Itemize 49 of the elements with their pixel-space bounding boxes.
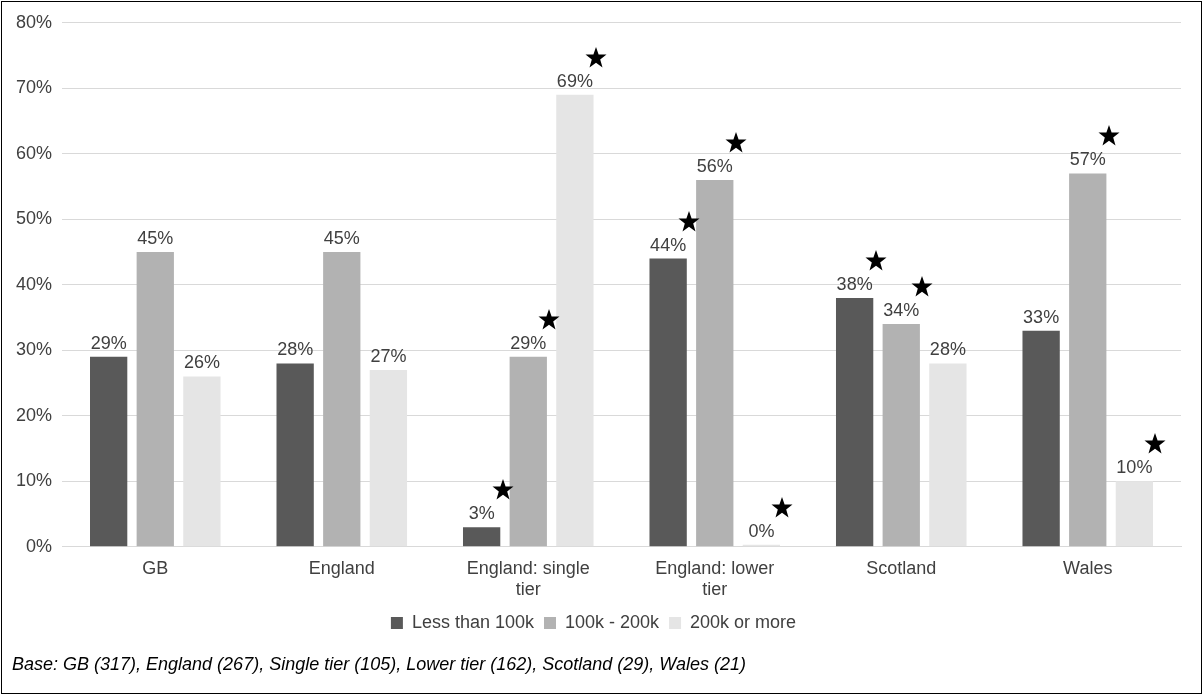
bar [462, 527, 501, 547]
data-label: 29% [510, 332, 547, 353]
bar [276, 363, 314, 547]
data-label: 33% [1023, 306, 1060, 327]
y-tick-label: 50% [16, 208, 53, 229]
x-tick-label: Scotland [866, 557, 937, 578]
bar [835, 297, 874, 547]
data-label: 45% [137, 228, 174, 249]
data-label: 44% [650, 234, 687, 255]
data-label: 28% [929, 339, 966, 360]
x-tick-label: England: lower tier [655, 557, 775, 600]
y-tick-label: 40% [16, 273, 53, 294]
bar [1069, 173, 1107, 547]
data-label: 26% [183, 352, 220, 373]
x-tick-label: Wales [1063, 557, 1113, 578]
bar [509, 356, 547, 547]
bar [90, 356, 128, 547]
bar [649, 258, 687, 547]
y-tick-label: 10% [16, 470, 53, 491]
data-label: 29% [90, 332, 127, 353]
data-label: 57% [1069, 149, 1106, 170]
data-label: 69% [556, 70, 593, 91]
y-tick-label: 60% [16, 142, 53, 163]
y-tick-label: 30% [16, 339, 53, 360]
bar [696, 180, 734, 547]
data-label: 28% [277, 339, 314, 360]
y-tick-label: 80% [16, 11, 53, 32]
x-tick-label: GB [142, 557, 169, 578]
data-label: 0% [748, 520, 775, 541]
data-label: 34% [883, 300, 920, 321]
data-label: 3% [468, 503, 495, 524]
text: Base: GB (317), England (267), Single tier (105), Lower tier (162), Scotland (29), Wales (21) [12, 654, 747, 675]
x-tick-label: England: single tier [466, 557, 590, 600]
data-label: 56% [696, 155, 733, 176]
bar [882, 324, 920, 547]
legend-label: 200k or more [690, 611, 797, 632]
data-label: 27% [370, 345, 407, 366]
data-label: 38% [836, 273, 873, 294]
bar [323, 252, 361, 547]
bar [136, 252, 174, 547]
legend-label: Less than 100k [411, 611, 535, 632]
y-tick-label: 70% [16, 77, 53, 98]
x-tick-label: England [308, 557, 375, 578]
data-label: 45% [323, 228, 360, 249]
legend-label: 100k - 200k [564, 611, 661, 632]
y-tick-label: 20% [16, 404, 53, 425]
bar [1022, 330, 1060, 547]
y-tick-label: 0% [26, 535, 53, 556]
data-label: 10% [1116, 457, 1153, 478]
